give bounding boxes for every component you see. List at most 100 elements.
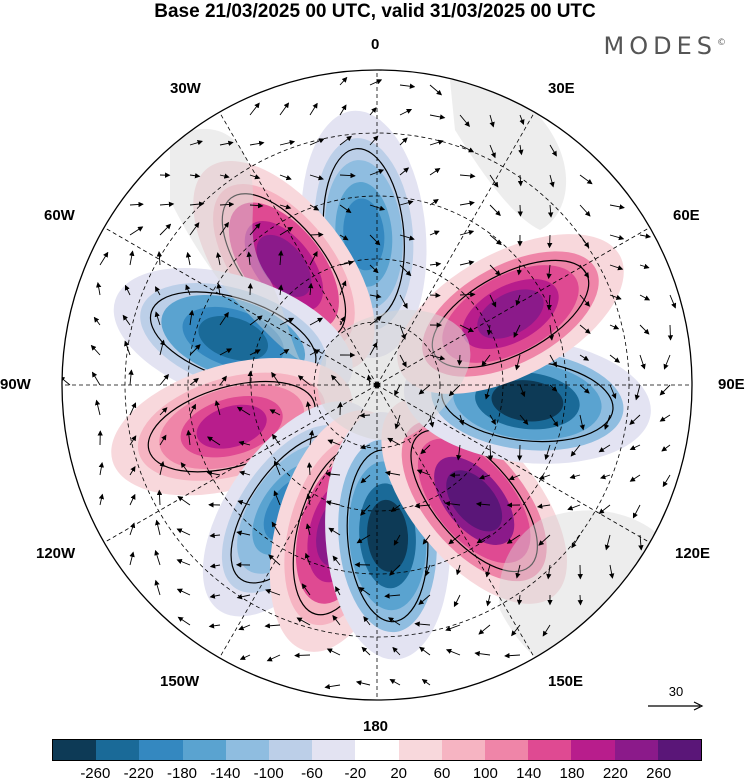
wind-arrow <box>459 291 476 298</box>
wind-arrow <box>332 555 341 566</box>
wind-arrow <box>598 504 611 514</box>
wind-arrow <box>129 465 136 476</box>
wind-arrow <box>421 678 431 686</box>
wind-arrow <box>387 437 401 446</box>
wind-arrow <box>485 594 492 607</box>
wind-arrow <box>399 108 413 116</box>
wind-arrow <box>394 414 401 430</box>
wind-arrow <box>546 564 552 580</box>
wind-arrow <box>489 264 501 276</box>
wind-arrow <box>159 223 172 236</box>
wind-arrow <box>538 474 551 480</box>
wind-arrow <box>369 264 379 274</box>
wind-arrow <box>429 167 441 176</box>
wind-arrow <box>237 499 251 506</box>
anomaly-contour <box>196 404 267 449</box>
wind-arrow <box>547 204 554 218</box>
wind-arrow <box>238 440 251 446</box>
wind-arrow <box>542 624 551 637</box>
wind-arrow <box>189 173 201 179</box>
wind-arrow <box>339 260 354 266</box>
colorbar-segment <box>225 740 270 760</box>
meridian <box>104 227 378 386</box>
wind-arrow <box>122 314 131 326</box>
wind-arrow <box>420 444 431 455</box>
wind-arrow <box>489 234 502 246</box>
lon-label-30e: 30E <box>548 80 575 97</box>
wind-arrow <box>369 79 383 86</box>
wind-arrow <box>369 234 381 246</box>
meridian <box>104 384 378 543</box>
wind-arrow <box>639 324 650 335</box>
anomaly-contour <box>446 470 503 532</box>
wind-arrow <box>579 414 585 431</box>
wind-arrow <box>339 280 347 296</box>
wind-arrow <box>393 534 401 546</box>
wind-arrow <box>269 409 281 416</box>
wind-arrow <box>459 414 465 426</box>
wind-arrow <box>271 371 281 386</box>
wind-arrow <box>399 200 414 206</box>
wind-arrow <box>577 594 583 606</box>
wind-arrow <box>609 384 617 400</box>
lon-label-90e: 90E <box>718 376 745 393</box>
wind-arrow <box>154 579 161 596</box>
wind-arrow <box>455 564 462 576</box>
wind-arrow <box>389 679 401 686</box>
meridian <box>376 384 535 658</box>
lon-label-60e: 60E <box>673 207 700 224</box>
wind-arrow <box>548 324 554 341</box>
wind-arrow <box>518 144 524 156</box>
wind-arrow <box>429 414 435 428</box>
wind-arrow <box>600 474 611 480</box>
wind-arrow <box>549 354 557 368</box>
wind-arrow <box>355 680 371 686</box>
wind-arrow <box>459 200 475 206</box>
wind-arrow <box>339 76 348 86</box>
wind-arrow <box>579 174 593 185</box>
wind-arrow <box>369 204 386 211</box>
wind-arrow <box>424 564 431 577</box>
wind-arrow <box>216 282 222 296</box>
wind-arrow <box>249 223 261 236</box>
wind-arrow <box>475 501 491 507</box>
wind-arrow <box>609 354 621 363</box>
wind-arrow <box>159 434 167 446</box>
wind-arrow <box>629 444 641 451</box>
wind-arrow <box>399 137 408 146</box>
wind-arrow <box>189 344 201 356</box>
wind-arrow <box>332 614 341 626</box>
wind-arrow <box>239 470 251 476</box>
wind-arrow <box>513 324 521 338</box>
wind-arrow <box>62 376 71 386</box>
wind-arrow <box>519 414 529 426</box>
wind-arrow <box>489 294 497 308</box>
colorbar <box>52 739 702 761</box>
wind-arrow <box>567 504 581 511</box>
wind-arrow <box>419 646 431 656</box>
wind-arrow <box>325 500 341 506</box>
wind-arrow <box>399 167 410 176</box>
wind-arrow <box>309 174 324 181</box>
wind-arrow <box>459 260 475 266</box>
wind-arrow <box>189 201 205 207</box>
wind-arrow <box>279 204 292 210</box>
wind-arrow <box>325 471 341 477</box>
wind-arrow <box>429 84 443 96</box>
wind-arrow <box>549 174 555 188</box>
wind-arrow <box>339 316 346 326</box>
wind-arrow <box>384 593 401 599</box>
lon-label-0: 0 <box>371 36 380 53</box>
wind-arrow <box>544 444 551 460</box>
wind-arrow <box>484 384 491 400</box>
wind-arrow <box>661 444 671 452</box>
wind-arrow <box>339 204 352 214</box>
colorbar-segment <box>614 740 658 760</box>
wind-arrow <box>549 144 557 157</box>
wind-arrow <box>361 646 371 656</box>
colorbar-tick-label: -220 <box>123 765 154 782</box>
colorbar-segment <box>182 740 226 760</box>
wind-arrow <box>236 530 251 536</box>
wind-arrow <box>264 623 281 629</box>
wind-arrow <box>324 683 341 690</box>
